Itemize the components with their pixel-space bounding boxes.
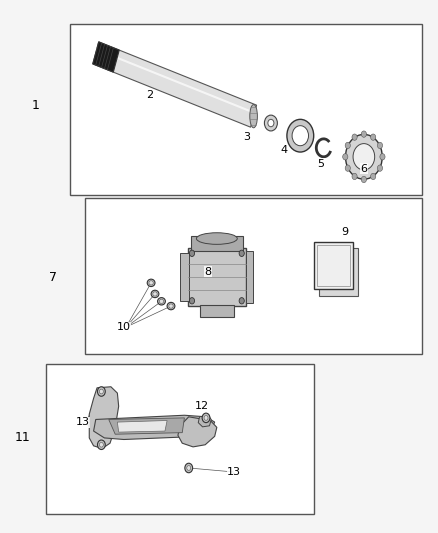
Ellipse shape — [371, 134, 376, 140]
Ellipse shape — [345, 142, 350, 149]
Ellipse shape — [268, 119, 274, 127]
Ellipse shape — [158, 297, 166, 305]
Ellipse shape — [98, 387, 105, 396]
Ellipse shape — [99, 442, 103, 447]
Ellipse shape — [345, 165, 350, 171]
Ellipse shape — [169, 304, 173, 308]
Polygon shape — [198, 415, 211, 427]
Text: 13: 13 — [227, 467, 241, 477]
Bar — [317, 245, 350, 286]
Bar — [46, 364, 314, 514]
Ellipse shape — [189, 297, 194, 304]
Ellipse shape — [187, 466, 191, 470]
Ellipse shape — [99, 389, 103, 394]
Ellipse shape — [265, 115, 277, 131]
Polygon shape — [89, 387, 119, 448]
Ellipse shape — [151, 290, 159, 297]
Ellipse shape — [239, 250, 244, 256]
Ellipse shape — [353, 143, 374, 170]
Polygon shape — [93, 42, 257, 127]
Ellipse shape — [196, 233, 237, 244]
Ellipse shape — [292, 126, 308, 146]
Ellipse shape — [153, 292, 157, 296]
Ellipse shape — [189, 250, 194, 256]
Bar — [187, 248, 246, 306]
Text: 7: 7 — [49, 271, 57, 284]
Ellipse shape — [371, 173, 376, 180]
Text: 1: 1 — [31, 99, 39, 112]
Ellipse shape — [159, 299, 164, 303]
Polygon shape — [178, 417, 217, 447]
Polygon shape — [117, 421, 167, 432]
Polygon shape — [93, 42, 119, 72]
Ellipse shape — [147, 279, 155, 287]
Ellipse shape — [361, 131, 367, 138]
Ellipse shape — [287, 119, 314, 152]
Text: 13: 13 — [76, 417, 90, 427]
Ellipse shape — [380, 154, 385, 160]
Ellipse shape — [149, 281, 153, 285]
Text: 5: 5 — [317, 159, 324, 168]
Bar — [319, 248, 358, 295]
Ellipse shape — [202, 413, 210, 423]
Ellipse shape — [361, 176, 367, 183]
Ellipse shape — [167, 302, 175, 310]
Bar — [180, 253, 188, 301]
Ellipse shape — [378, 142, 382, 149]
Text: 8: 8 — [205, 267, 212, 277]
Text: 12: 12 — [194, 401, 209, 411]
Ellipse shape — [239, 297, 244, 304]
Ellipse shape — [352, 134, 357, 140]
Polygon shape — [109, 418, 184, 434]
Text: 9: 9 — [341, 227, 348, 237]
Bar — [85, 198, 422, 353]
Text: 2: 2 — [146, 90, 153, 100]
Ellipse shape — [250, 104, 258, 128]
Text: 11: 11 — [14, 431, 30, 445]
Ellipse shape — [378, 165, 382, 171]
Text: 3: 3 — [244, 132, 251, 142]
Ellipse shape — [98, 440, 105, 449]
Text: 6: 6 — [360, 164, 367, 174]
Text: 4: 4 — [280, 146, 287, 156]
Bar — [191, 236, 243, 251]
Ellipse shape — [352, 173, 357, 180]
Ellipse shape — [185, 463, 193, 473]
Bar — [314, 241, 353, 289]
Polygon shape — [94, 415, 215, 440]
Text: 10: 10 — [117, 322, 131, 332]
Ellipse shape — [343, 154, 348, 160]
Bar — [200, 305, 234, 317]
Bar — [246, 251, 253, 303]
Ellipse shape — [346, 134, 382, 179]
Ellipse shape — [204, 416, 208, 420]
Bar — [70, 24, 422, 195]
